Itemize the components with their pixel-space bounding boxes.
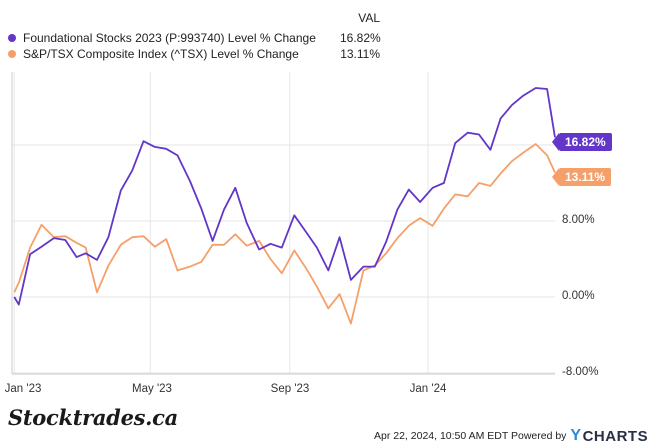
legend-dot-icon <box>8 50 16 58</box>
legend-dot-icon <box>8 34 16 42</box>
ycharts-y-icon: Y <box>570 427 582 444</box>
y-tick-label: -8.00% <box>562 366 599 378</box>
legend-item-tsx: S&P/TSX Composite Index (^TSX) Level % C… <box>8 47 299 61</box>
x-tick-label: May '23 <box>132 383 172 395</box>
legend-label: S&P/TSX Composite Index (^TSX) Level % C… <box>23 47 299 61</box>
legend-item-foundational-stocks: Foundational Stocks 2023 (P:993740) Leve… <box>8 31 316 45</box>
legend-label: Foundational Stocks 2023 (P:993740) Leve… <box>23 31 316 45</box>
x-tick-label: Jan '24 <box>409 383 447 395</box>
ycharts-logo: Y CHARTS <box>570 427 649 445</box>
series-lines <box>13 87 556 325</box>
timestamp-text: Apr 22, 2024, 10:50 AM EDT Powered by <box>374 430 567 442</box>
series-line-tsx <box>13 143 556 325</box>
watermark-logo: Stocktrades.ca <box>8 405 178 430</box>
legend-value: 13.11% <box>340 47 380 61</box>
legend-value-header: VAL <box>358 11 380 25</box>
legend-value: 16.82% <box>340 31 381 45</box>
y-tick-label: 0.00% <box>562 290 595 302</box>
series-line-foundational <box>13 87 556 306</box>
last-value-flag-foundational: 16.82% <box>552 133 612 151</box>
last-value-flag-tsx: 13.11% <box>551 168 612 186</box>
x-tick-label: Jan '23 <box>4 383 42 395</box>
y-tick-label: 8.00% <box>562 214 595 226</box>
grid-lines <box>11 72 555 375</box>
x-tick-label: Sep '23 <box>270 383 310 395</box>
